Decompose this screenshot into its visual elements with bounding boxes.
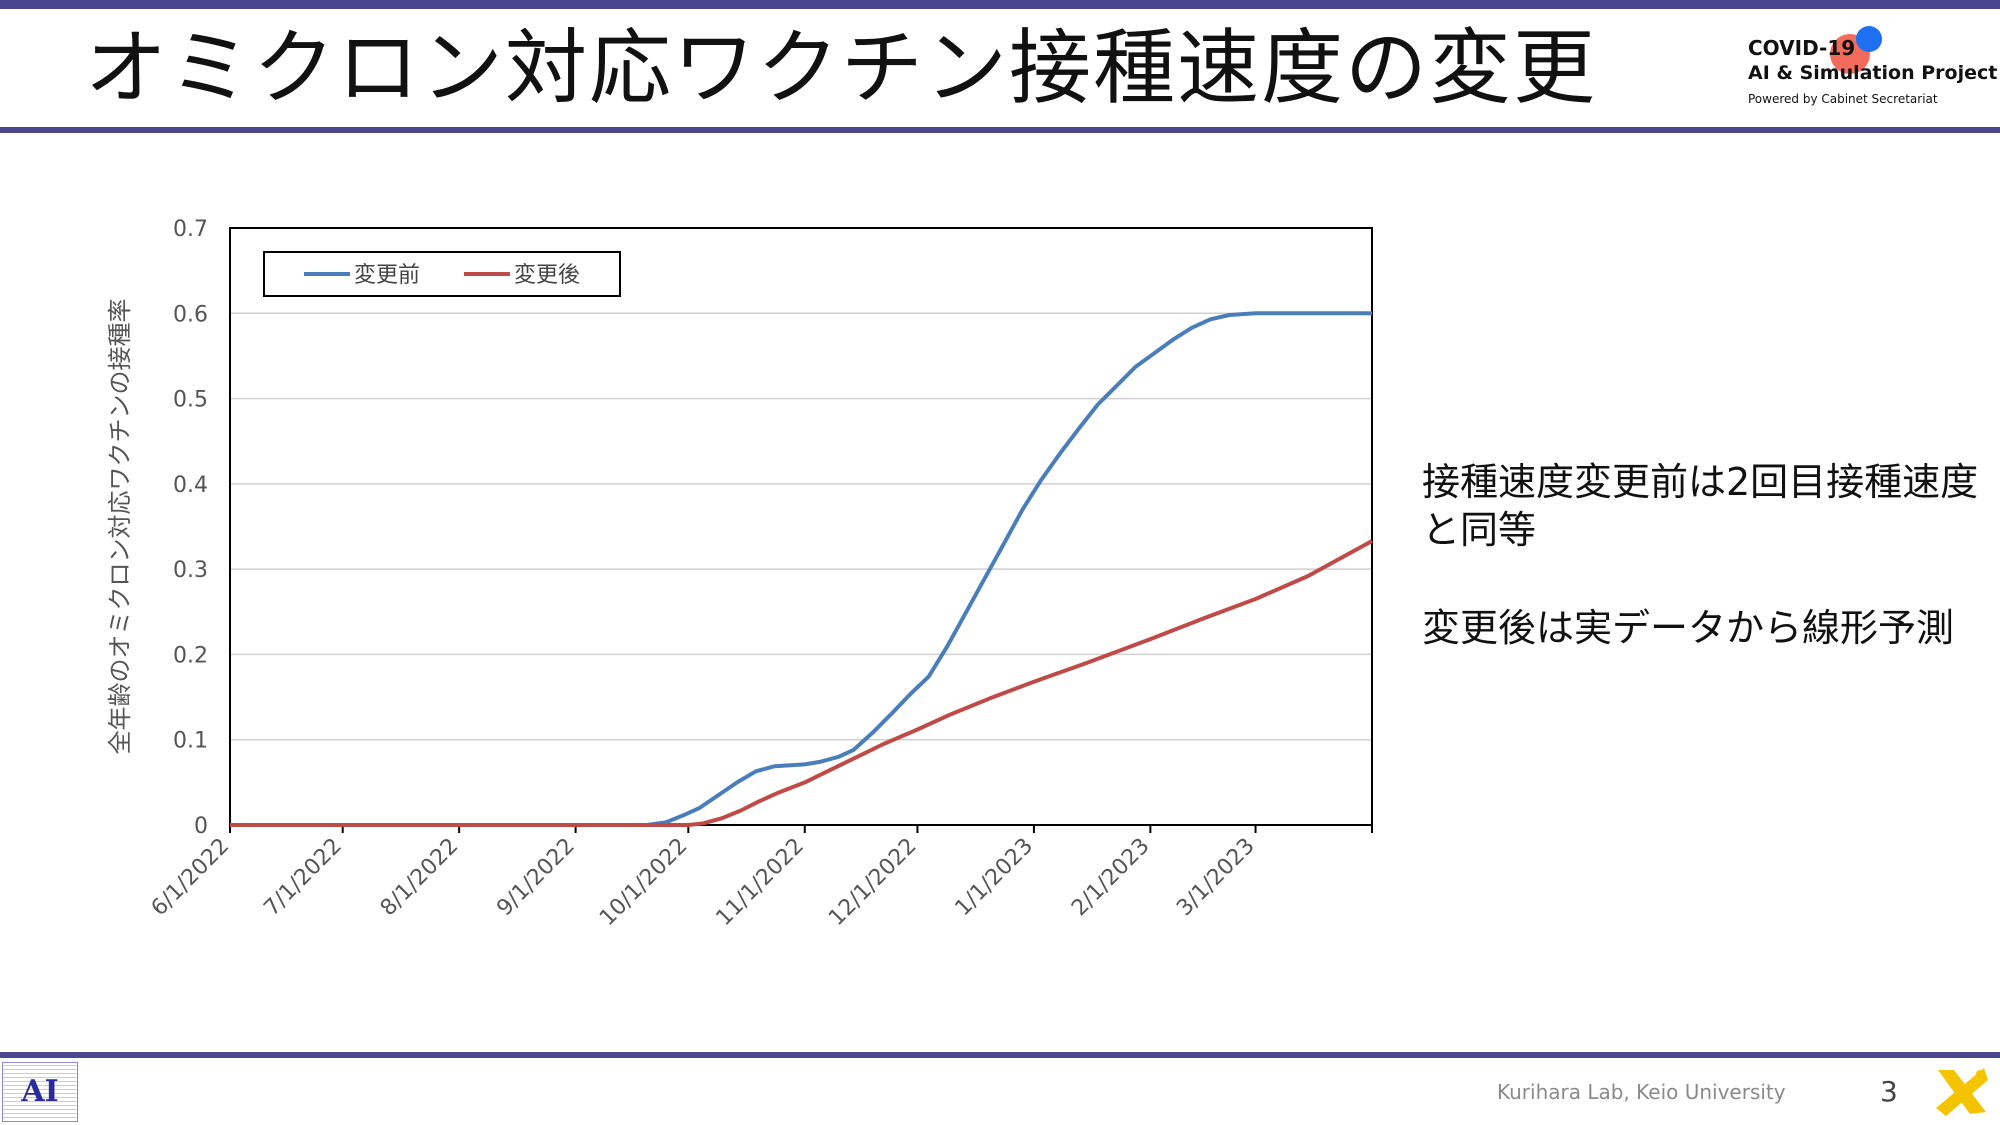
x-tick-label: 9/1/2022: [492, 834, 580, 922]
page-title: オミクロン対応ワクチン接種速度の変更: [85, 21, 1598, 116]
y-tick-label: 0.3: [173, 558, 208, 583]
vaccination-rate-chart: 0 0.1 0.2 0.3 0.4 0.5 0.6 0.7 6/1/2022 7/1/2022 8/…: [106, 217, 1373, 931]
x-tick-label: 10/1/2022: [595, 834, 692, 931]
logo-line-3: Powered by Cabinet Secretariat: [1748, 92, 1938, 106]
plot-frame: [229, 227, 1373, 826]
y-tick-label: 0.2: [173, 643, 208, 668]
footer-divider: [0, 1052, 2000, 1058]
note-after-change: 変更後は実データから線形予測: [1422, 606, 1955, 650]
note-before-change: 接種速度変更前は2回目接種速度と同等: [1422, 460, 1979, 552]
series-line-after: [230, 539, 1373, 827]
y-tick-label: 0.4: [173, 473, 208, 498]
x-tick-label: 2/1/2023: [1067, 834, 1155, 922]
x-tick-label: 7/1/2022: [259, 834, 347, 922]
covid-ai-project-logo: COVID-19 AI & Simulation Project Powered…: [1740, 22, 1997, 117]
logo-line-2: AI & Simulation Project: [1748, 62, 1998, 84]
y-tick-label: 0.6: [173, 302, 208, 327]
lab-logo: AI: [2, 1062, 78, 1122]
y-tick-label: 0.5: [173, 388, 208, 413]
title-divider: [0, 127, 2000, 133]
y-tick-label: 0.7: [173, 217, 208, 242]
legend-label-after: 変更後: [514, 263, 580, 288]
x-tick-label: 6/1/2022: [147, 834, 235, 922]
cross-logo-icon: [1936, 1068, 1988, 1116]
side-notes: 接種速度変更前は2回目接種速度と同等 変更後は実データから線形予測: [1422, 458, 1982, 702]
series-line-before: [230, 311, 1372, 827]
page-number: 3: [1880, 1075, 1898, 1108]
y-tick-label: 0: [194, 814, 208, 839]
y-axis-label: 全年齢のオミクロン対応ワクチンの接種率: [106, 299, 134, 755]
chart-legend: 変更前 変更後: [263, 251, 621, 297]
legend-label-before: 変更前: [354, 263, 420, 288]
logo-line-1: COVID-19: [1748, 36, 1856, 60]
top-accent-bar: [0, 0, 2000, 9]
x-tick-label: 12/1/2022: [824, 834, 921, 931]
logo-blue-dot: [1856, 26, 1882, 52]
x-tick-label: 11/1/2022: [712, 834, 809, 931]
footer-lab-name: Kurihara Lab, Keio University: [1497, 1080, 1786, 1104]
x-tick-label: 3/1/2023: [1172, 834, 1260, 922]
x-tick-label: 1/1/2023: [951, 834, 1039, 922]
x-tick-label: 8/1/2022: [376, 834, 464, 922]
y-tick-label: 0.1: [173, 729, 208, 754]
